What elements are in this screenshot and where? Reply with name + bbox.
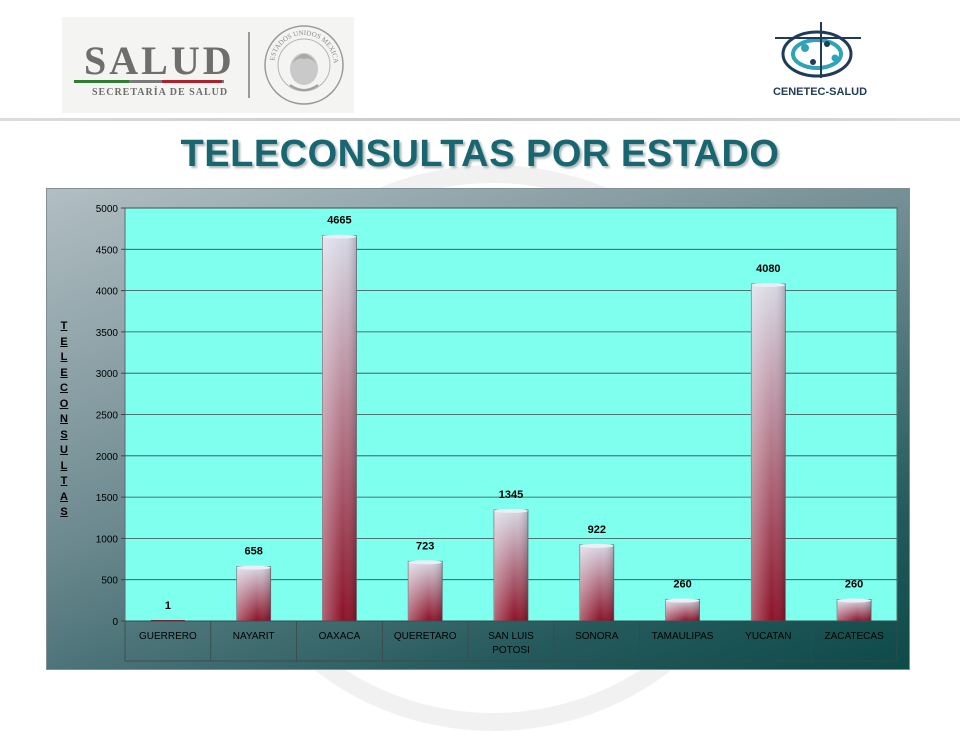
mexico-seal-icon: ESTADOS UNIDOS MEXICANOS xyxy=(262,23,344,105)
y-tick-label: 4000 xyxy=(96,287,119,298)
y-tick-label: 5000 xyxy=(96,204,119,215)
bar-cap xyxy=(494,508,528,513)
y-tick-label: 3500 xyxy=(96,328,119,339)
y-axis-label-letter: U xyxy=(60,444,68,456)
salud-logo-rule xyxy=(74,80,224,83)
x-tick-label: OAXACA xyxy=(319,631,361,642)
chart-frame: 0 500 1000 1500 2000 2500 3000 3500 4000 4500 5000… xyxy=(46,188,910,670)
bar-shading xyxy=(236,566,271,621)
x-tick-label: NAYARIT xyxy=(233,631,275,642)
y-axis-label-letter: E xyxy=(60,335,68,348)
data-label: 4080 xyxy=(756,263,780,275)
x-tick-label: ZACATECAS xyxy=(824,631,884,642)
y-tick-label: 500 xyxy=(101,576,118,587)
bar-shading xyxy=(837,599,872,621)
x-axis-box xyxy=(124,620,898,662)
y-axis-label-letter: L xyxy=(60,459,68,472)
y-axis-label-letter: S xyxy=(60,506,68,518)
y-axis-label-letter: E xyxy=(60,366,68,379)
x-tick-label: SAN LUIS xyxy=(488,631,534,642)
y-axis-label-letter: N xyxy=(60,413,68,425)
y-axis-label-letter: C xyxy=(60,382,68,394)
salud-logo-rule-red xyxy=(162,80,222,83)
data-label: 260 xyxy=(845,579,863,591)
bar-chart: 0 500 1000 1500 2000 2500 3000 3500 4000 4500 5000… xyxy=(96,204,898,662)
bar-cap xyxy=(665,598,700,603)
cenetec-logo-label: CENETEC-SALUD xyxy=(772,86,868,98)
y-axis-label-letter: O xyxy=(59,397,69,410)
y-axis-label-letter: S xyxy=(60,428,68,441)
y-tick-label: 1500 xyxy=(96,493,119,504)
data-label: 922 xyxy=(588,524,606,536)
y-tick-label: 3000 xyxy=(96,369,119,380)
header-divider xyxy=(0,118,960,121)
y-tick-label: 4500 xyxy=(96,245,119,256)
data-label: 1 xyxy=(165,600,171,612)
y-axis-label-letter: L xyxy=(60,351,68,363)
bar-cap xyxy=(751,282,786,287)
bar-shading xyxy=(751,283,786,621)
x-tick-label: TAMAULIPAS xyxy=(652,631,714,642)
header: SALUD SECRETARÍA DE SALUD ESTADOS UNIDOS… xyxy=(0,0,960,118)
page-title: TELECONSULTAS POR ESTADO xyxy=(180,133,780,175)
bar-shading xyxy=(665,599,700,621)
bar-cap xyxy=(322,234,357,239)
salud-logo-subtitle: SECRETARÍA DE SALUD xyxy=(92,87,229,98)
data-label: 723 xyxy=(416,540,434,552)
bar-shading xyxy=(579,544,614,621)
y-tick-label: 1000 xyxy=(96,534,119,545)
data-label: 1345 xyxy=(499,489,523,501)
y-axis-label-letter: T xyxy=(60,475,68,487)
x-tick-label: YUCATAN xyxy=(745,631,791,642)
x-tick-label: GUERRERO xyxy=(139,631,197,642)
salud-logo-rule-green xyxy=(74,80,129,83)
y-tick-label: 0 xyxy=(112,617,118,628)
bar-cap xyxy=(579,543,614,548)
y-axis-label-letter: A xyxy=(60,490,68,503)
data-label: 4665 xyxy=(327,215,351,227)
y-tick-label: 2000 xyxy=(96,452,119,463)
salud-logo: SALUD SECRETARÍA DE SALUD ESTADOS UNIDOS… xyxy=(62,17,354,113)
x-tick-label: SONORA xyxy=(575,631,619,642)
data-label: 260 xyxy=(673,579,691,591)
bar-shading xyxy=(494,509,528,621)
y-tick-label: 2500 xyxy=(96,411,119,422)
data-label: 658 xyxy=(244,546,262,558)
bar-cap xyxy=(837,598,872,603)
bar-shading xyxy=(322,235,357,621)
bar-cap xyxy=(236,565,271,570)
x-tick-label: POTOSI xyxy=(492,645,530,656)
cenetec-globe-icon xyxy=(775,22,861,78)
y-axis-label-letter: T xyxy=(60,320,68,332)
bar-shading xyxy=(408,561,443,621)
bar-cap xyxy=(408,560,443,565)
cenetec-logo: CENETEC-SALUD xyxy=(765,18,875,108)
salud-logo-divider xyxy=(248,32,250,98)
salud-logo-title: SALUD xyxy=(84,38,235,83)
x-tick-label: QUERETARO xyxy=(394,631,457,642)
